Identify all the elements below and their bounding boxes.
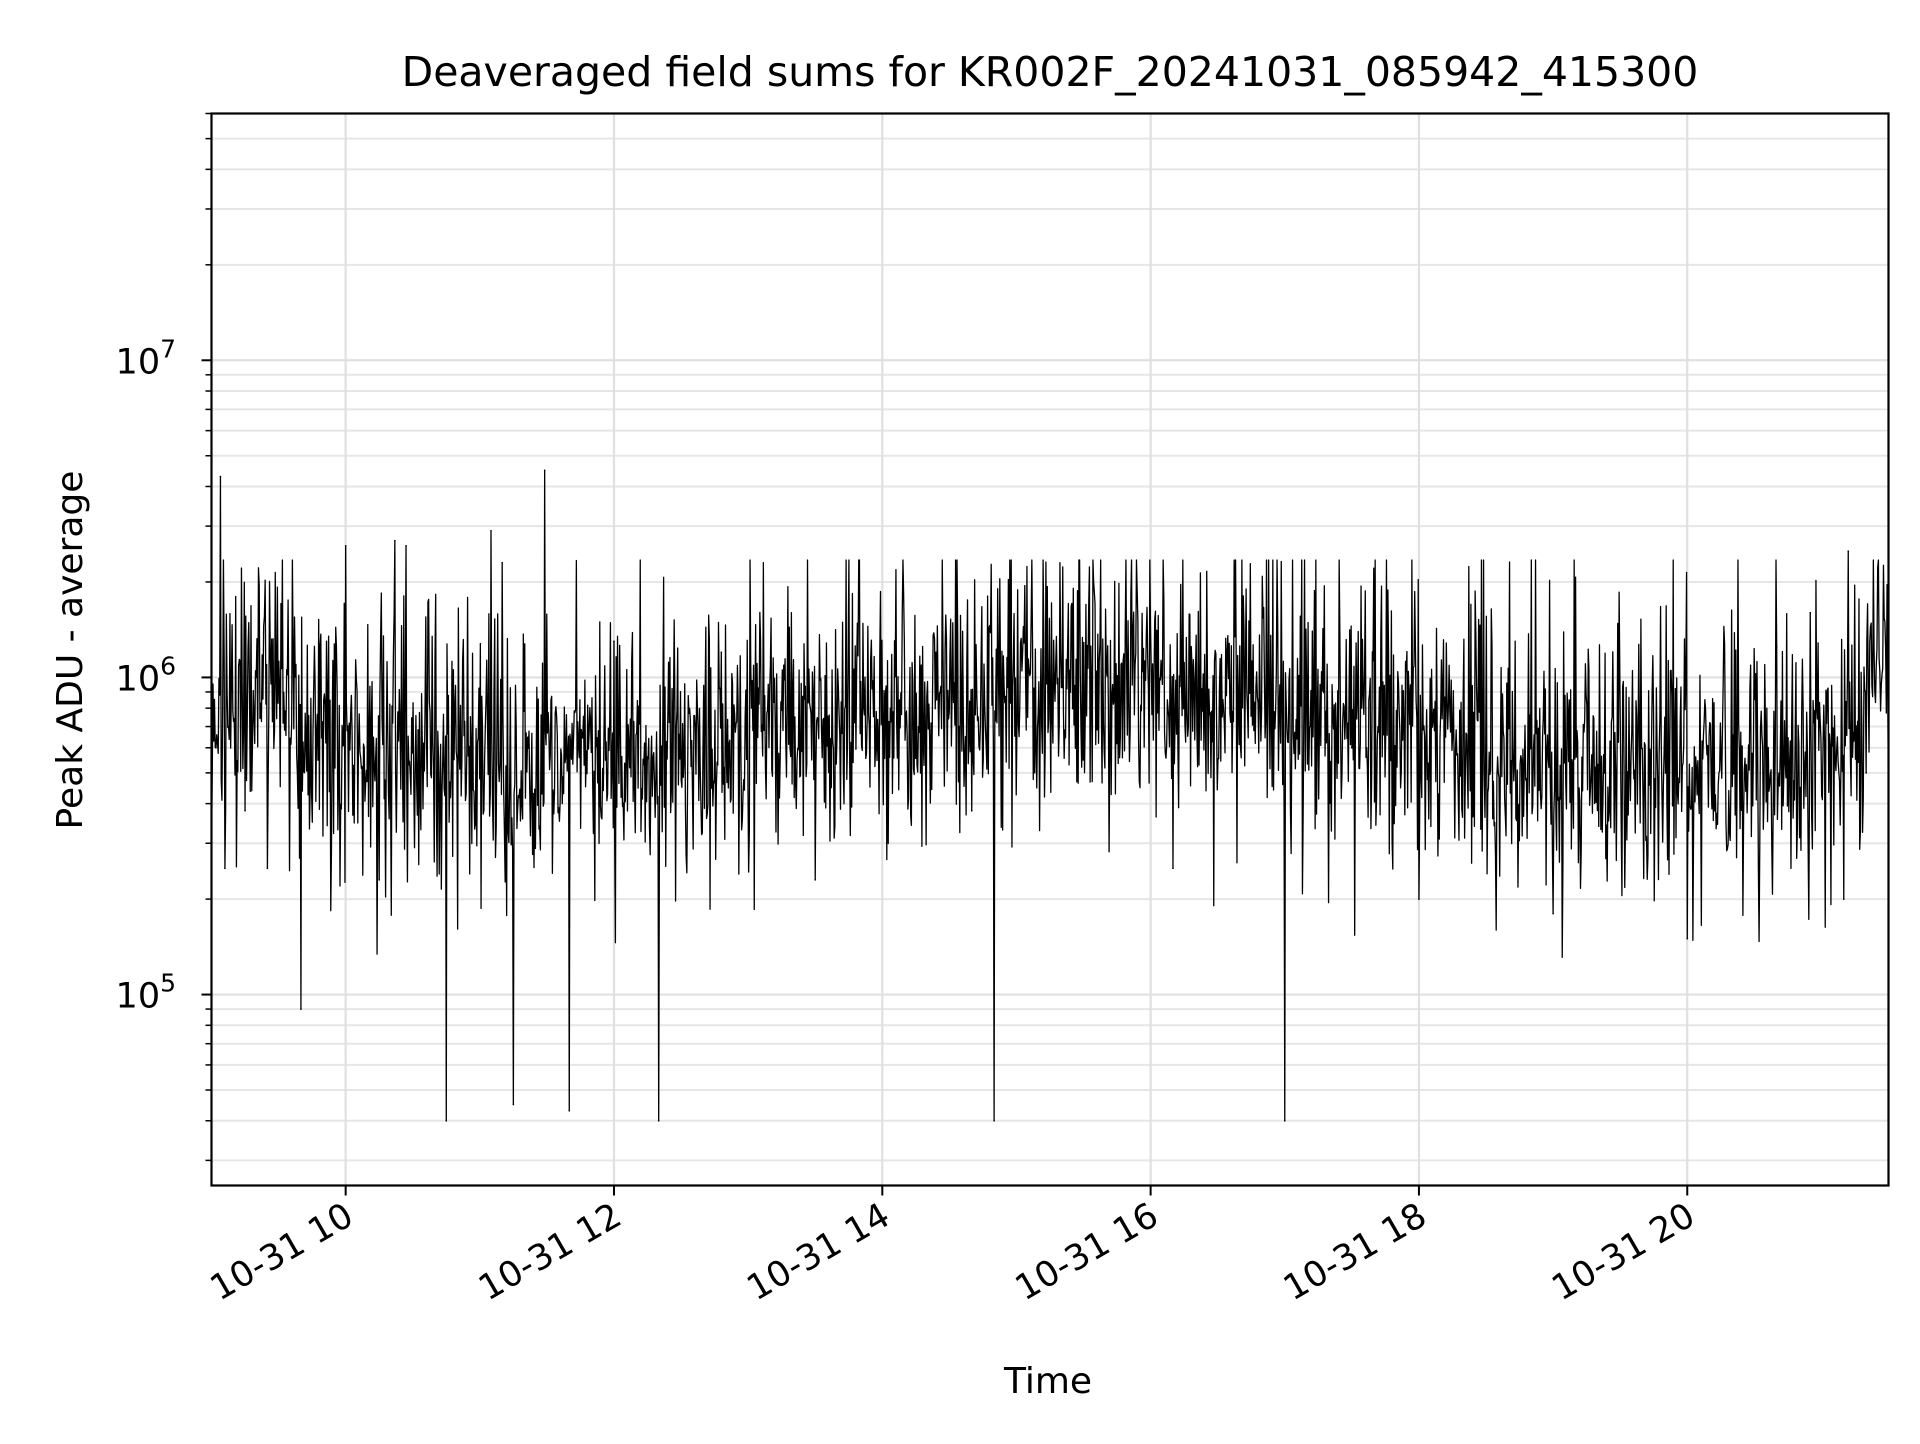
data-point [1418,898,1420,900]
data-point [394,539,396,542]
data-point [1283,1119,1286,1122]
data-point [445,1119,448,1122]
data-point [1847,550,1850,553]
data-point [1865,772,1867,774]
data-point [1775,645,1778,648]
y-tick-label: 105 [116,969,176,1017]
y-tick-label: 107 [116,334,176,382]
data-point [1842,898,1845,900]
grid [211,112,1889,1186]
data-point [1351,746,1353,749]
series-layer [210,469,1890,1122]
data-point [720,651,723,654]
data-point [970,809,973,812]
y-tick-label: 106 [116,651,176,699]
data-point [993,1119,995,1122]
data-point [1809,611,1812,614]
data-point [255,676,258,679]
data-point [344,545,347,547]
data-point [1552,912,1554,915]
data-point [1026,716,1029,718]
data-point [613,640,615,643]
data-point [224,867,226,870]
data-point [490,529,492,532]
data-point [266,867,269,870]
data-point [1172,867,1174,870]
data-point [1686,937,1689,940]
data-point [244,809,246,812]
data-point [543,469,546,472]
plot-frame [210,112,1890,1187]
data-point [219,475,222,478]
y-axis-label: Peak ADU - average [50,471,91,830]
data-point [405,545,407,547]
data-point [501,561,503,564]
data-point [300,1008,302,1010]
data-point [814,879,817,881]
data-point [512,1103,515,1106]
x-axis-label: Time [1003,1361,1092,1402]
data-point [657,1119,660,1122]
series-line [210,469,1890,1122]
chart-title: Deaveraged field sums for KR002F_2024103… [402,48,1699,96]
data-point [378,879,381,881]
data-point [215,746,217,749]
data-point [568,1110,571,1112]
